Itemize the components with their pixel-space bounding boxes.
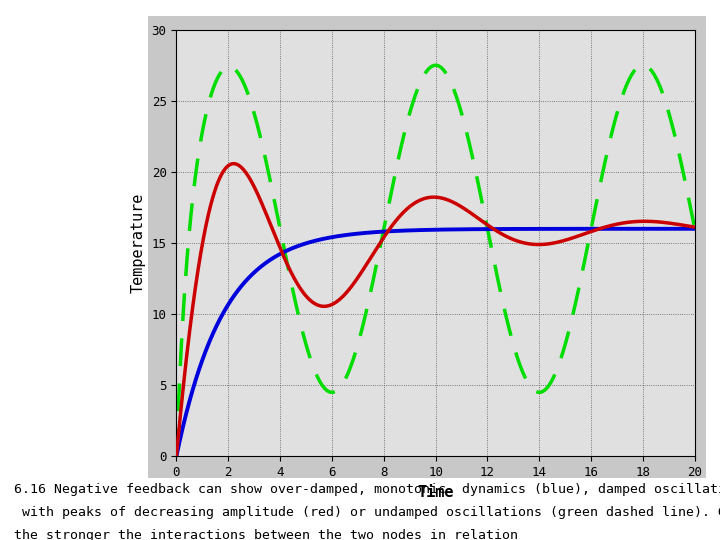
Text: the stronger the interactions between the two nodes in relation: the stronger the interactions between th…: [14, 529, 518, 540]
Text: 6.16 Negative feedback can show over-damped, monotonic  dynamics (blue), damped : 6.16 Negative feedback can show over-dam…: [14, 483, 720, 496]
Y-axis label: Temperature: Temperature: [131, 193, 146, 293]
X-axis label: Time: Time: [418, 484, 454, 500]
Text: with peaks of decreasing amplitude (red) or undamped oscillations (green dashed : with peaks of decreasing amplitude (red)…: [14, 506, 720, 519]
